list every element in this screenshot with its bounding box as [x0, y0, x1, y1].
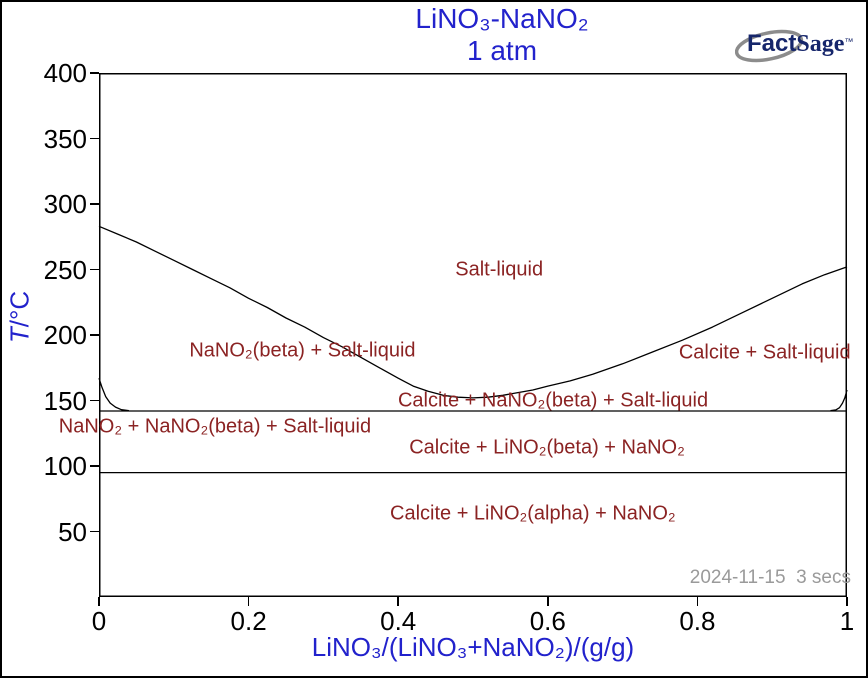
phase-boundary-nano2-transition-left [98, 377, 129, 412]
phase-boundary-right-edge-boundary [830, 389, 848, 412]
chart-subtitle: 1 atm [466, 35, 538, 66]
region-label: Calcite + LiNO₂(beta) + NaNO₂ [409, 436, 685, 459]
region-label: Salt-liquid [455, 258, 544, 280]
factsage-logo-tm: ™ [844, 36, 854, 47]
y-axis-label-symbol: T [4, 327, 35, 344]
region-label: Calcite + LiNO₂(alpha) + NaNO₂ [390, 502, 676, 525]
x-tick-label: 0.8 [679, 606, 716, 636]
x-tick-label: 0.4 [380, 606, 417, 636]
y-tick-label: 100 [43, 451, 87, 481]
y-tick-label: 250 [43, 254, 87, 285]
y-tick-mark [90, 530, 99, 533]
factsage-logo-swoosh-icon [735, 29, 804, 63]
region-label: NaNO₂ + NaNO₂(beta) + Salt-liquid [58, 415, 372, 438]
region-label: Calcite + NaNO₂(beta) + Salt-liquid [397, 389, 709, 411]
x-tick-mark [547, 597, 549, 606]
timestamp: 2024-11-15 3 secs [689, 567, 851, 588]
x-tick-label: 0 [91, 606, 107, 636]
y-tick-label: 300 [43, 189, 87, 219]
y-tick-mark [90, 72, 99, 74]
y-tick-label: 400 [43, 58, 87, 88]
x-axis-label: LiNO₃/(LiNO₃+NaNO₂)/(g/g) [311, 632, 635, 662]
x-tick-mark [397, 597, 399, 606]
chart-titles: LiNO₃-NaNO₂ 1 atm [102, 3, 866, 67]
plot-area: 2024-11-15 3 secs 400 350 300 250 200 150 100 5… [44, 59, 855, 636]
y-tick-mark [90, 203, 99, 205]
y-tick-mark [90, 465, 99, 467]
y-axis-label-unit: /°C [4, 290, 35, 328]
y-tick-mark [90, 137, 99, 140]
factsage-logo-fact: Fact [747, 30, 797, 57]
y-tick-mark [90, 399, 99, 402]
x-tick-label: 0.6 [529, 606, 566, 636]
y-tick-label: 200 [43, 320, 87, 350]
x-tick-label: 1 [839, 606, 855, 636]
factsage-logo-text: FactSage™ [747, 30, 853, 58]
chart-title: LiNO₃-NaNO₂ [415, 3, 589, 34]
y-tick-label: 350 [43, 123, 87, 154]
plot-frame [99, 73, 847, 597]
region-label: Calcite + Salt-liquid [678, 341, 851, 364]
y-tick-label: 50 [58, 516, 87, 547]
factsage-logo: FactSage™ [735, 26, 866, 66]
y-tick-label: 150 [43, 385, 87, 416]
phase-boundary-liquidus [98, 225, 848, 399]
x-tick-mark [247, 597, 250, 606]
x-tick-mark [696, 597, 699, 606]
y-tick-mark [90, 334, 99, 336]
plot-curves-svg [98, 73, 848, 597]
factsage-logo-sage: Sage [796, 31, 845, 57]
x-tick-mark [98, 597, 100, 606]
region-label: NaNO₂(beta) + Salt-liquid [189, 339, 416, 362]
x-tick-label: 0.2 [230, 606, 267, 636]
x-tick-mark [846, 597, 848, 606]
y-tick-mark [90, 268, 99, 271]
